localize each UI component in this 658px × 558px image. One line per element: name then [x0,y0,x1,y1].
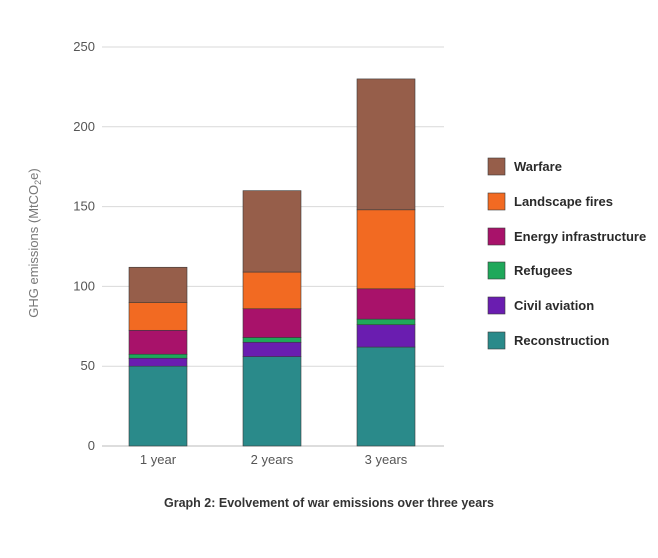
legend-label-refugees: Refugees [514,263,573,278]
legend-label-landscape-fires: Landscape fires [514,194,613,209]
bar-segment-warfare-3 [356,78,416,211]
stacked-bar-chart: 0 50 100 150 200 250 GHG emissions (MtCO2e) 1… [26,39,646,467]
legend-swatch-civil-aviation [487,296,506,315]
y-axis-label: GHG emissions (MtCO2e) [26,168,43,317]
x-axis-ticks: 1 year 2 years 3 years [140,452,408,467]
y-tick-label-0: 0 [88,438,95,453]
y-tick-label-250: 250 [73,39,95,54]
bar-segment-reconstruction-3 [356,346,416,447]
bar-segment-refugees-3 [356,318,416,326]
bar-segment-energy-infrastructure-2 [242,308,302,338]
x-tick-label-3: 3 years [365,452,408,467]
legend-swatch-landscape-fires [487,192,506,211]
bar-segment-warfare-1 [128,266,188,303]
bar-segment-energy-infrastructure-1 [128,329,188,355]
y-tick-label-100: 100 [73,278,95,293]
y-tick-label-150: 150 [73,199,95,214]
bar-segment-reconstruction-1 [128,365,188,447]
bar-segment-civil-aviation-1 [128,357,188,367]
legend-swatch-energy-infrastructure [487,227,506,246]
legend-label-civil-aviation: Civil aviation [514,298,594,313]
bars [128,78,416,447]
y-tick-label-50: 50 [81,358,95,373]
legend-label-warfare: Warfare [514,159,562,174]
bar-segment-reconstruction-2 [242,356,302,447]
bar-segment-civil-aviation-3 [356,324,416,348]
bar-segment-refugees-1 [128,353,188,359]
bar-segment-landscape-fires-3 [356,209,416,290]
bar-segment-warfare-2 [242,190,302,273]
x-tick-label-1: 1 year [140,452,177,467]
legend-label-energy-infrastructure: Energy infrastructure [514,229,646,244]
chart-caption: Graph 2: Evolvement of war emissions ove… [164,496,494,510]
y-tick-label-200: 200 [73,119,95,134]
legend-swatch-warfare [487,157,506,176]
x-tick-label-2: 2 years [251,452,294,467]
legend-swatch-refugees [487,261,506,280]
bar-segment-civil-aviation-2 [242,341,302,357]
bar-segment-refugees-2 [242,337,302,343]
legend-swatch-reconstruction [487,331,506,350]
legend-label-reconstruction: Reconstruction [514,333,609,348]
legend: Warfare Landscape fires Energy infrastruct… [487,157,646,350]
bar-segment-landscape-fires-1 [128,302,188,331]
y-axis-ticks: 0 50 100 150 200 250 [73,39,95,453]
bar-segment-energy-infrastructure-3 [356,288,416,320]
bar-segment-landscape-fires-2 [242,271,302,310]
